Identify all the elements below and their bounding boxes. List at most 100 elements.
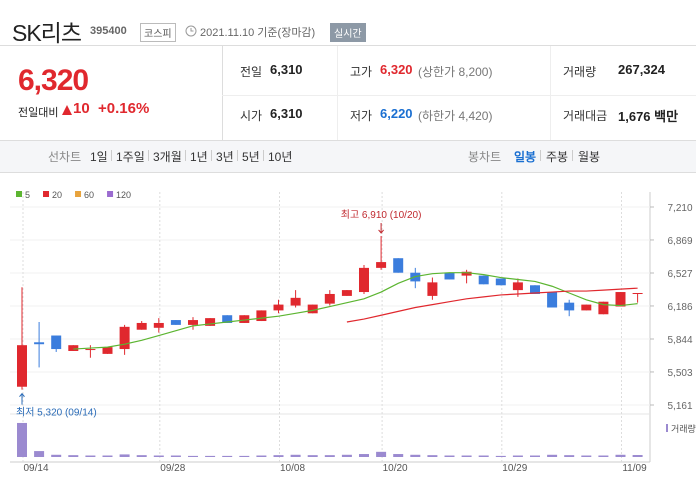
volume-bar xyxy=(598,455,609,457)
moving-average-line xyxy=(73,272,638,350)
period-tab[interactable]: 1일 xyxy=(90,150,108,164)
candle-body xyxy=(222,315,233,323)
volume-bar xyxy=(222,455,233,457)
period-tab[interactable]: 10년 xyxy=(268,150,293,164)
candle-body xyxy=(51,335,62,350)
volume-bar xyxy=(478,455,489,457)
x-tick-label: 10/29 xyxy=(502,463,527,474)
period-tab[interactable]: 1년 xyxy=(190,150,208,164)
candle-period-tab[interactable]: 월봉 xyxy=(578,150,601,164)
stat-value: 6,320 xyxy=(380,62,413,77)
volume-bar xyxy=(102,455,113,457)
x-tick-label: 10/08 xyxy=(280,463,305,474)
volume-bar xyxy=(136,455,147,457)
stat-label: 시가 xyxy=(240,109,263,123)
legend-label: 120 xyxy=(116,190,131,200)
volume-bar xyxy=(495,455,506,457)
candle-body xyxy=(376,262,387,268)
clock-icon xyxy=(185,25,197,37)
period-tab[interactable]: 1주일 xyxy=(116,150,145,164)
legend-label: 5 xyxy=(25,190,30,200)
volume-bar xyxy=(239,455,250,457)
volume-bar xyxy=(273,455,284,457)
volume-bar xyxy=(119,454,130,457)
volume-bar xyxy=(444,455,455,457)
volume-bar xyxy=(512,455,523,457)
tab-separator xyxy=(237,150,238,161)
candle-body xyxy=(341,290,352,296)
tab-separator xyxy=(572,150,573,161)
candle-body xyxy=(273,304,284,311)
min-arrow xyxy=(19,392,25,405)
volume-bar xyxy=(632,455,643,457)
legend-swatch xyxy=(16,191,22,197)
realtime-tag[interactable]: 실시간 xyxy=(330,23,366,42)
base-date: 2021.11.10 기준(장마감) xyxy=(200,27,316,39)
volume-bar xyxy=(153,455,164,457)
candle-body xyxy=(359,267,369,293)
tab-separator xyxy=(148,150,149,161)
volume-bar xyxy=(359,454,369,457)
legend-label: 60 xyxy=(84,190,94,200)
moving-average-line xyxy=(346,287,638,323)
stat-value: 1,676 백만 xyxy=(618,109,679,124)
volume-bar xyxy=(170,455,181,457)
candle-body xyxy=(239,315,250,323)
tab-separator xyxy=(111,150,112,161)
candle-body xyxy=(615,292,626,307)
candle-period-tab[interactable]: 주봉 xyxy=(546,150,569,164)
legend-label: 20 xyxy=(52,190,62,200)
candle-body xyxy=(393,258,404,273)
stat-label: 저가 xyxy=(350,109,373,123)
stat-label: 전일 xyxy=(240,65,263,79)
stat-value: 6,220 xyxy=(380,106,413,121)
period-tab[interactable]: 5년 xyxy=(242,150,260,164)
divider xyxy=(222,95,696,96)
volume-bar xyxy=(205,455,216,457)
chart: 5,161 5,503 5,844 6,186 6,527 6,869 7,210 09/14… xyxy=(10,190,696,474)
candle-body xyxy=(461,271,472,276)
candle-body xyxy=(34,342,45,345)
tab-bar xyxy=(0,140,696,173)
volume-bar xyxy=(188,455,198,457)
candle-body xyxy=(188,320,198,325)
candle-body xyxy=(17,345,27,387)
candle-body xyxy=(205,318,216,326)
volume-bar xyxy=(564,455,575,457)
candle-body xyxy=(256,310,267,322)
current-price: 6,320 xyxy=(18,64,89,97)
legend-swatch xyxy=(43,191,50,197)
candle-body xyxy=(85,349,96,351)
tab-separator xyxy=(211,150,212,161)
divider xyxy=(222,46,223,140)
up-arrow xyxy=(62,105,72,115)
candle-body xyxy=(324,293,335,304)
period-tab[interactable]: 3개월 xyxy=(153,150,182,164)
candle-body xyxy=(427,282,438,296)
candle-body xyxy=(307,304,318,314)
stat-label: 거래량 xyxy=(563,65,597,79)
volume-bar xyxy=(427,455,438,457)
candle-period-tab[interactable]: 일봉 xyxy=(514,150,537,164)
legend-swatch xyxy=(75,191,82,197)
candle-body xyxy=(581,304,592,311)
divider xyxy=(550,46,551,140)
stat-note: (하한가 4,420) xyxy=(418,109,493,123)
volume-bar xyxy=(256,455,267,457)
candle-body xyxy=(153,322,164,328)
stock-name: SK리츠 xyxy=(12,20,82,46)
period-tab[interactable]: 3년 xyxy=(216,150,234,164)
volume-bar xyxy=(530,455,540,457)
stat-label: 고가 xyxy=(350,65,373,79)
stat-value: 6,310 xyxy=(270,106,303,121)
y-tick-label: 5,503 xyxy=(667,368,692,379)
candle-body xyxy=(512,282,523,291)
stat-value: 6,310 xyxy=(270,62,303,77)
y-tick-label: 6,869 xyxy=(667,236,692,247)
x-tick-label: 09/14 xyxy=(23,463,48,474)
volume-bar xyxy=(547,454,558,457)
volume-bar xyxy=(17,422,27,457)
candle-body xyxy=(564,302,575,311)
